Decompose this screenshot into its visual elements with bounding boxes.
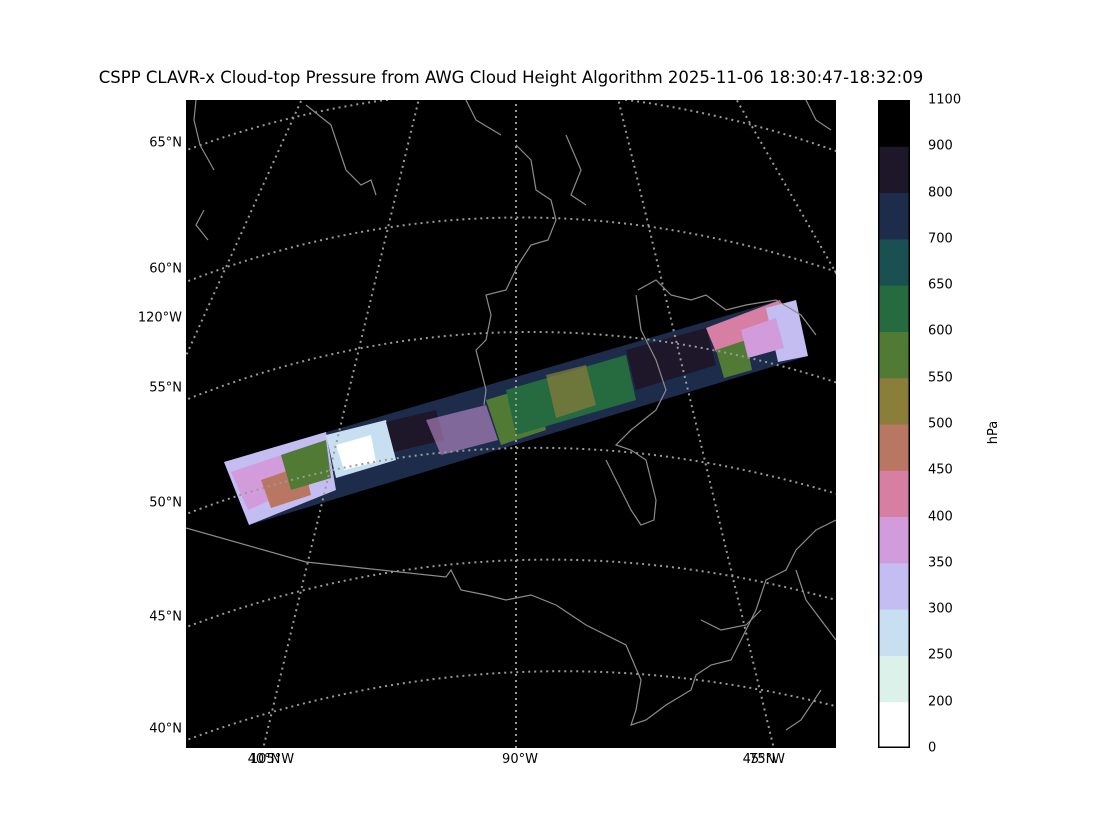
graticule: [186, 100, 836, 748]
colorbar-bin: [878, 470, 910, 518]
lon-label-120w: 120°W: [137, 310, 182, 326]
coastlines: [186, 100, 836, 731]
colorbar-bin: [878, 562, 910, 610]
lat-label-55: 55°N: [149, 380, 182, 396]
colorbar-unit-label: hPa: [986, 420, 1002, 445]
colorbar-bin: [878, 285, 910, 332]
colorbar-bin: [878, 331, 910, 379]
colorbar-tick-label: 800: [928, 185, 953, 201]
lat-label-40: 40°N: [149, 721, 182, 737]
colorbar-tick-label: 200: [928, 694, 953, 710]
colorbar-bin: [878, 146, 910, 194]
colorbar-tick-label: 900: [928, 138, 953, 154]
colorbar: [878, 100, 910, 748]
colorbar-bin: [878, 609, 910, 656]
cloud-top-pressure-swath: [224, 300, 808, 525]
colorbar-tick-label: 400: [928, 509, 953, 525]
colorbar-tick-label: 0: [928, 740, 937, 756]
lat-label-65: 65°N: [149, 135, 182, 151]
colorbar-bin: [878, 516, 910, 564]
plot-title: CSPP CLAVR-x Cloud-top Pressure from AWG…: [98, 68, 924, 87]
colorbar-bin: [878, 655, 910, 703]
colorbar-tick-label: 700: [928, 231, 953, 247]
colorbar-bin: [878, 100, 910, 147]
colorbar-tick-label: 250: [928, 647, 953, 663]
colorbar-bin: [878, 701, 910, 748]
lat-label-45: 45°N: [149, 609, 182, 625]
colorbar-border: [878, 100, 910, 748]
colorbar-tick-label: 1100: [928, 92, 962, 108]
lon-label-90w: 90°W: [502, 752, 538, 767]
colorbar-tick-label: 500: [928, 416, 953, 432]
colorbar-tick-label: 650: [928, 277, 953, 293]
lat-label-60: 60°N: [149, 261, 182, 277]
lon-label-105w: 105°W: [249, 752, 295, 767]
lat-label-40-bottom: 40°N: [247, 752, 281, 767]
map-canvas: [186, 100, 836, 748]
colorbar-tick-label: 600: [928, 323, 953, 339]
lat-label-50: 50°N: [149, 495, 182, 511]
lon-label-75w: 75°W: [749, 752, 785, 767]
colorbar-bin: [878, 238, 910, 286]
colorbar-tick-label: 550: [928, 370, 953, 386]
colorbar-bin: [878, 377, 910, 425]
map-panel: [186, 100, 836, 748]
colorbar-tick-label: 300: [928, 601, 953, 617]
lat-label-45-bottom: 45°N: [742, 752, 776, 767]
colorbar-bin: [878, 424, 910, 471]
colorbar-tick-label: 350: [928, 555, 953, 571]
colorbar-tick-label: 450: [928, 462, 953, 478]
colorbar-bin: [878, 192, 910, 240]
